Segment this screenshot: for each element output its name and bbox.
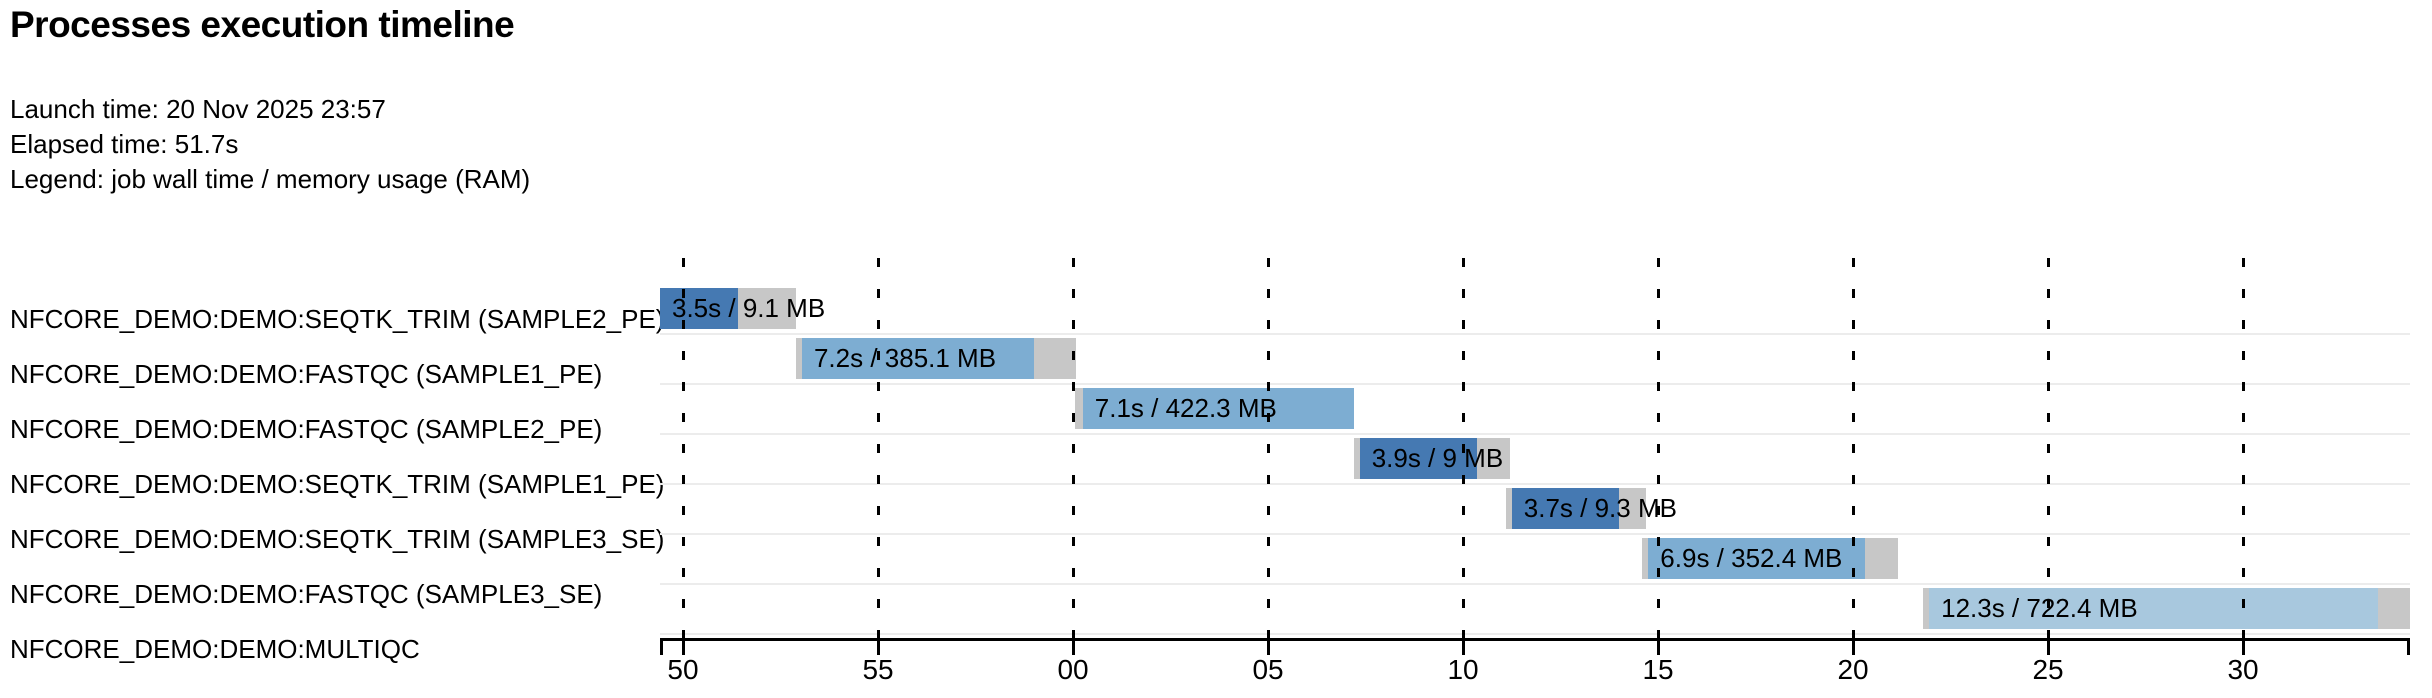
axis-tick-label: 00 (1057, 654, 1089, 685)
process-label: NFCORE_DEMO:DEMO:FASTQC (SAMPLE2_PE) (10, 414, 603, 444)
task-row: 3.9s / 9 MB (660, 435, 2410, 485)
axis-tick (2047, 638, 2051, 655)
task-row: 12.3s / 722.4 MB (660, 585, 2410, 635)
process-label: NFCORE_DEMO:DEMO:SEQTK_TRIM (SAMPLE3_SE) (10, 524, 665, 554)
process-label: NFCORE_DEMO:DEMO:FASTQC (SAMPLE1_PE) (10, 359, 603, 389)
axis-tick-label: 55 (862, 654, 894, 685)
task-bar-queue-segment (1642, 538, 1649, 579)
process-label: NFCORE_DEMO:DEMO:MULTIQC (10, 634, 420, 664)
process-label: NFCORE_DEMO:DEMO:SEQTK_TRIM (SAMPLE2_PE) (10, 304, 665, 334)
task-bar-run-segment (801, 338, 1034, 379)
task-bar-queue-segment (1505, 488, 1512, 529)
task-bar-label: 7.1s / 422.3 MB (1094, 393, 1277, 423)
axis-tick-label: 15 (1642, 654, 1674, 685)
task-bar-queue-segment (796, 338, 802, 379)
task-bar-label: 3.5s / 9.1 MB (672, 293, 826, 323)
task-bar-overhead-segment (2377, 588, 2410, 629)
task-row: 7.1s / 422.3 MB (660, 385, 2410, 435)
elapsed-time-text: Elapsed time: 51.7s (10, 129, 239, 159)
axis-tick-label: 10 (1447, 654, 1479, 685)
task-bar-run-segment (1511, 488, 1620, 529)
process-label-column: NFCORE_DEMO:DEMO:SEQTK_TRIM (SAMPLE2_PE)… (10, 285, 665, 670)
axis-tick (1072, 638, 1076, 655)
report-meta: Launch time: 20 Nov 2025 23:57 Elapsed t… (10, 92, 530, 197)
axis-tick (682, 638, 685, 655)
task-bar-overhead-segment (738, 288, 797, 329)
task-row: 3.7s / 9.3 MB (660, 485, 2410, 535)
task-bar-run-segment (1359, 438, 1477, 479)
axis-tick (1462, 638, 1466, 655)
task-row: 7.2s / 385.1 MB (660, 335, 2410, 385)
task-bar-label: 3.9s / 9 MB (1371, 443, 1504, 473)
axis-tick (1852, 638, 1856, 655)
task-bar-run-segment (1082, 388, 1354, 429)
task-row: 6.9s / 352.4 MB (660, 535, 2410, 585)
task-row: 3.5s / 9.1 MB (660, 285, 2410, 335)
task-bar-run-segment (1929, 588, 2378, 629)
axis-endcap-left (660, 638, 663, 655)
task-rows: 3.5s / 9.1 MB 7.2s / 385.1 MB 7.1s / 422.3… (660, 285, 2410, 635)
task-bar-label: 6.9s / 352.4 MB (1660, 543, 1843, 573)
task-bar-run-segment (1648, 538, 1865, 579)
task-bar-queue-segment (1353, 438, 1360, 479)
task-bar-label: 7.2s / 385.1 MB (813, 343, 997, 373)
task-bar-overhead-segment (1476, 438, 1510, 479)
task-bar-overhead-segment (1034, 338, 1077, 379)
gantt-plot: 3.5s / 9.1 MB 7.2s / 385.1 MB 7.1s / 422.3… (660, 250, 2410, 698)
task-bar-label: 12.3s / 722.4 MB (1941, 593, 2138, 623)
task-bar-label: 3.7s / 9.3 MB (1523, 493, 1677, 523)
task-bar-queue-segment (1923, 588, 1930, 629)
launch-time-text: Launch time: 20 Nov 2025 23:57 (10, 94, 386, 124)
task-bar-overhead-segment (1864, 538, 1898, 579)
x-axis (660, 638, 2410, 641)
axis-tick-label: 20 (1837, 654, 1869, 685)
task-bar-overhead-segment (1619, 488, 1647, 529)
legend-text: Legend: job wall time / memory usage (RA… (10, 164, 531, 194)
axis-tick-label: 05 (1252, 654, 1284, 685)
axis-tick (877, 638, 881, 655)
axis-endcap-right (2407, 638, 2410, 655)
page-title: Processes execution timeline (10, 4, 515, 45)
axis-tick (1267, 638, 1271, 655)
axis-tick (1657, 638, 1661, 655)
task-bar-queue-segment (1074, 388, 1083, 429)
axis-tick-label: 25 (2032, 654, 2064, 685)
axis-tick (2242, 638, 2246, 655)
task-bar-run-segment (660, 288, 738, 329)
axis-tick-label: 50 (667, 654, 699, 685)
process-label: NFCORE_DEMO:DEMO:FASTQC (SAMPLE3_SE) (10, 579, 603, 609)
process-label: NFCORE_DEMO:DEMO:SEQTK_TRIM (SAMPLE1_PE) (10, 469, 665, 499)
axis-tick-label: 30 (2227, 654, 2259, 685)
